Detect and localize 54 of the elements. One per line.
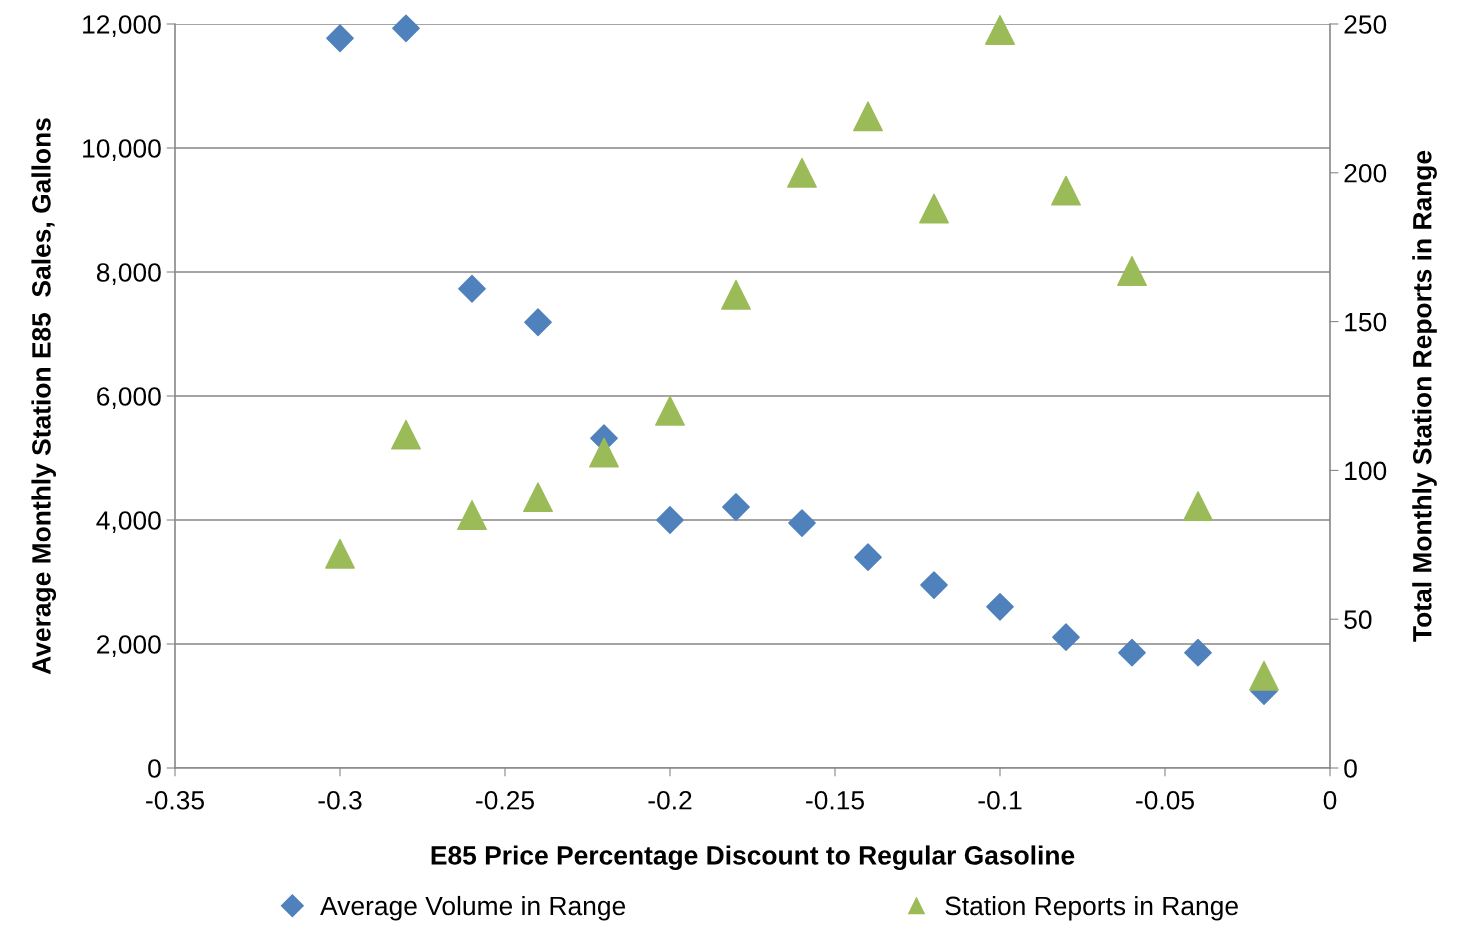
x-tick-label: -0.1 [978,790,1022,810]
point [1118,638,1146,667]
point [524,308,552,337]
y-tick-label: 2,000 [97,635,161,657]
point [788,509,816,537]
point [1249,660,1279,691]
point [457,500,487,530]
point [1184,638,1212,667]
point [656,506,684,534]
point [1117,256,1147,286]
y-axis-title: Average Monthly Station E85 Sales, Gallons [31,118,57,675]
point [391,419,421,450]
point [986,592,1014,621]
point [721,279,751,310]
legend-label: Station Reports in Range [945,895,1238,921]
point [325,538,355,569]
point [1051,175,1081,206]
legend-label: Average Volume in Range [320,895,626,921]
x-tick-label: 0 [1323,790,1337,810]
x-tick-label: -0.15 [806,790,864,810]
point [1183,491,1213,522]
point [920,571,948,599]
point [458,274,486,303]
y2-tick-label: 150 [1345,312,1387,332]
y2-axis-title: Total Monthly Station Reports in Range [1412,150,1437,642]
y2-tick-label: 200 [1344,163,1387,183]
y-tick-label: 0 [148,759,161,778]
y2-tick-label: 0 [1344,759,1357,778]
point [392,14,420,43]
y2-tick-label: 250 [1344,15,1387,34]
y-tick-label: 12,000 [83,15,161,37]
point [326,24,354,53]
x-axis-title: E85 Price Percentage Discount to Regular Gasoline [431,845,1075,871]
y2-tick-label: 100 [1345,461,1387,481]
point [1052,623,1080,652]
y-tick-label: 4,000 [96,511,161,533]
x-tick-label: -0.2 [648,790,692,810]
point [722,493,750,521]
point [919,193,949,224]
y-tick-label: 10,000 [83,139,161,161]
x-tick-label: -0.05 [1136,790,1194,810]
x-tick-label: -0.3 [318,790,362,810]
x-tick-label: -0.25 [476,790,534,810]
point [787,157,817,188]
point [589,437,619,468]
point [853,101,883,132]
y-tick-label: 6,000 [97,387,161,409]
y-tick-label: 8,000 [96,263,161,285]
point [854,543,882,572]
point [655,395,685,426]
y2-tick-label: 50 [1344,610,1372,630]
x-tick-label: -0.35 [146,790,204,810]
point [985,15,1015,45]
point [523,482,553,513]
